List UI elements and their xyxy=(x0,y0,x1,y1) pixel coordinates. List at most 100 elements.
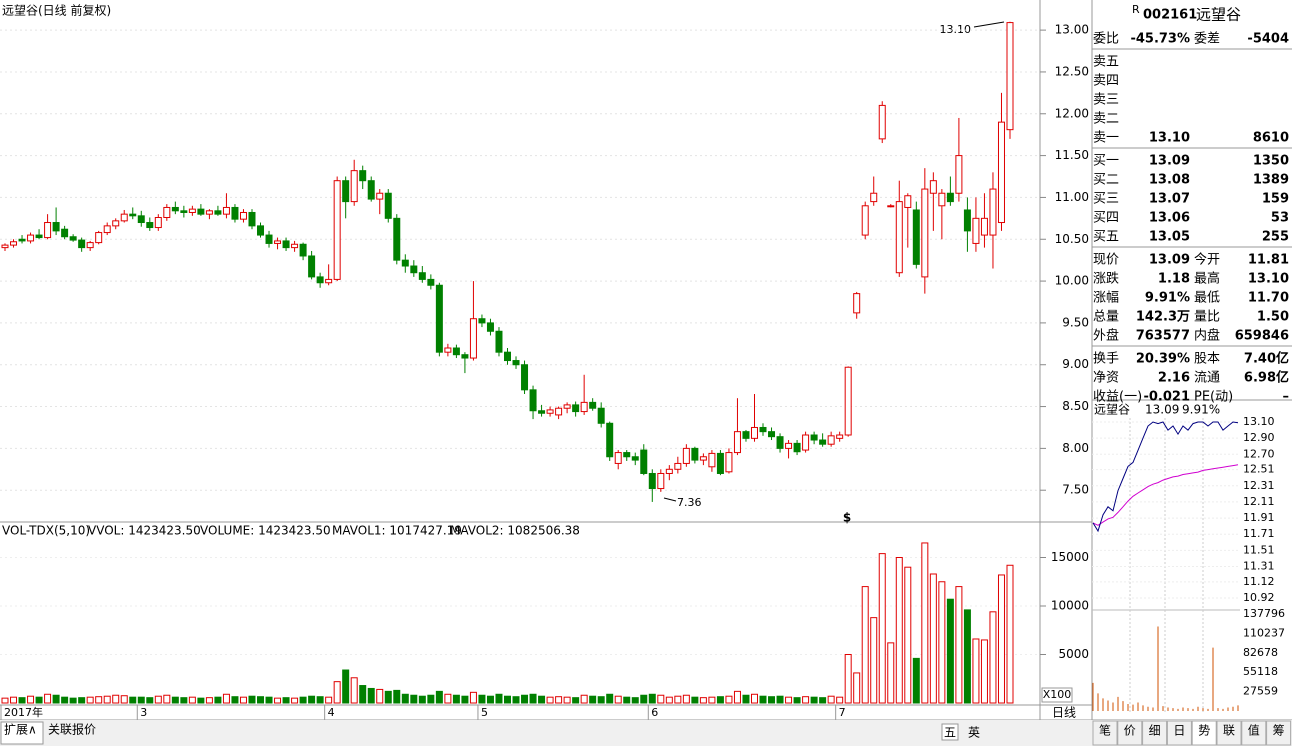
candle-body xyxy=(1,244,9,249)
x-tick-label: 2017年 xyxy=(4,705,43,719)
volume-bar xyxy=(912,657,920,704)
volume-bar xyxy=(418,695,426,704)
volume-bar xyxy=(861,586,869,704)
volume-bar xyxy=(640,694,648,704)
candle-body xyxy=(955,155,963,194)
candle-body xyxy=(555,407,563,416)
quote-label: 委比 xyxy=(1093,32,1119,47)
volume-bar xyxy=(589,695,597,704)
tab-label[interactable]: 扩展∧ xyxy=(4,723,37,737)
tab-label[interactable]: 筹 xyxy=(1273,724,1285,738)
tab-label[interactable]: 势 xyxy=(1198,724,1210,738)
candle-body xyxy=(589,401,597,409)
quote-label: 量比 xyxy=(1194,310,1220,325)
volume-bar xyxy=(827,695,835,704)
tab-label[interactable]: 日 xyxy=(1173,724,1185,738)
tab[interactable] xyxy=(1241,720,1267,746)
volume-bar xyxy=(597,696,605,704)
tab[interactable] xyxy=(1216,720,1242,746)
quote-label: 今开 xyxy=(1194,252,1220,268)
candle-body xyxy=(997,121,1005,224)
quote-value: 11.70 xyxy=(1248,291,1289,306)
volume-bar xyxy=(725,695,733,704)
quote-value: 20.39% xyxy=(1136,352,1190,367)
tab-label[interactable]: 值 xyxy=(1248,723,1260,738)
volume-bar xyxy=(546,696,554,704)
quote-label: 委差 xyxy=(1194,32,1220,47)
y-tick-label: 10000 xyxy=(1051,599,1089,613)
period-label[interactable]: 日线 xyxy=(1052,706,1076,720)
candle-body xyxy=(18,238,26,242)
candle-body xyxy=(887,205,895,208)
quote-label: 涨幅 xyxy=(1093,291,1119,306)
candle-body xyxy=(469,318,477,359)
volume-bar xyxy=(853,672,861,704)
tool-label[interactable]: 五 xyxy=(944,726,956,740)
volume-bar xyxy=(171,696,179,704)
volume-bar xyxy=(563,696,571,704)
quote-label: 最低 xyxy=(1194,291,1220,306)
candle-body xyxy=(291,243,299,249)
quote-label: 现价 xyxy=(1093,253,1119,268)
quote-value: 255 xyxy=(1262,230,1289,245)
y-tick-label: 7.50 xyxy=(1062,483,1089,497)
candle-body xyxy=(384,192,392,219)
mini-title: 远望谷 xyxy=(1094,403,1130,417)
tab[interactable] xyxy=(0,721,44,745)
tool-label[interactable]: 英 xyxy=(968,726,980,740)
quote-label: 换手 xyxy=(1093,352,1119,367)
candle-body xyxy=(912,209,920,265)
candle-body xyxy=(486,322,494,332)
volume-bar xyxy=(989,611,997,704)
candle-body xyxy=(325,278,333,284)
tab[interactable] xyxy=(1191,720,1217,746)
candle-body xyxy=(452,347,460,356)
volume-bar xyxy=(572,697,580,704)
tab[interactable] xyxy=(1092,720,1118,746)
candle-body xyxy=(921,188,929,278)
tab-label[interactable]: 联 xyxy=(1223,724,1235,738)
tab-label[interactable]: 细 xyxy=(1149,724,1161,738)
tab[interactable] xyxy=(1266,720,1292,746)
y-tick-label: 12.70 xyxy=(1243,447,1275,460)
volume-bar xyxy=(205,697,213,704)
tab[interactable] xyxy=(1142,720,1168,746)
volume-bar xyxy=(333,681,341,704)
tool-button[interactable] xyxy=(941,723,959,741)
quote-label: PE(动) xyxy=(1194,390,1233,405)
y-tick-label: 11.91 xyxy=(1243,511,1275,524)
x-tick-label: 6 xyxy=(651,706,658,719)
mini-price: 13.09 xyxy=(1145,403,1179,417)
candle-body xyxy=(504,351,511,362)
volume-bar xyxy=(623,696,631,704)
candle-body xyxy=(648,472,656,490)
price-line xyxy=(1092,421,1239,533)
tab[interactable] xyxy=(1166,720,1192,746)
quote-label: 最高 xyxy=(1194,271,1220,287)
volume-bar xyxy=(946,598,954,704)
x-tick-label: 3 xyxy=(140,706,147,719)
candle-body xyxy=(776,436,784,449)
candle-body xyxy=(274,240,282,244)
volume-bar xyxy=(580,694,588,704)
y-tick-label: 12.00 xyxy=(1055,106,1089,120)
volume-bar xyxy=(308,695,316,704)
tab-label[interactable]: 价 xyxy=(1124,724,1136,738)
y-tick-label: 11.51 xyxy=(1243,543,1275,556)
y-tick-label: 110237 xyxy=(1243,626,1285,639)
candle-body xyxy=(129,213,137,217)
volume-bar xyxy=(648,693,656,704)
candle-body xyxy=(435,284,443,353)
tab[interactable] xyxy=(1117,720,1143,746)
volume-bar xyxy=(631,697,639,704)
tab-label[interactable]: 关联报价 xyxy=(48,722,96,737)
tab-label[interactable]: 笔 xyxy=(1099,723,1111,738)
quote-value: 11.81 xyxy=(1248,253,1289,268)
volume-bar xyxy=(963,609,971,704)
candle-body xyxy=(427,278,435,286)
volume-bar xyxy=(878,553,886,704)
volume-bar xyxy=(759,695,767,704)
volume-bar xyxy=(691,696,699,704)
quote-value: 1.50 xyxy=(1257,310,1289,325)
